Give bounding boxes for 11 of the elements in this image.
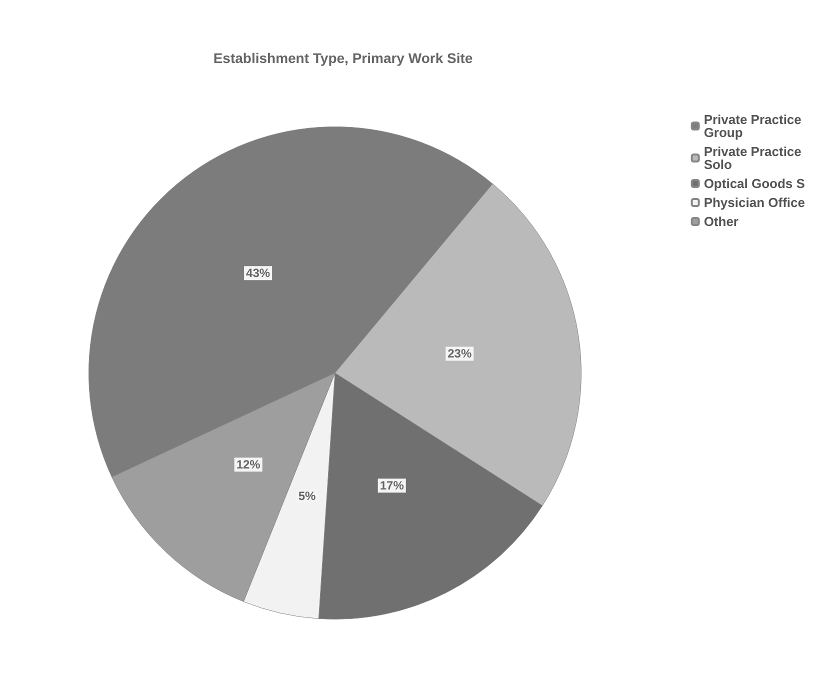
- data-label: 43%: [246, 266, 270, 280]
- legend-label: Optical Goods S: [704, 176, 806, 191]
- data-label: 5%: [298, 488, 316, 503]
- legend-label: Private Practice Group: [704, 112, 806, 140]
- data-label: 17%: [380, 478, 404, 493]
- data-label: 12%: [236, 458, 261, 472]
- legend-label: Physician Office: [704, 195, 805, 210]
- legend-label: Private Practice Solo: [704, 144, 806, 172]
- legend-label: Other: [704, 214, 738, 229]
- chart-title: Establishment Type, Primary Work Site: [213, 50, 473, 66]
- data-label: 23%: [448, 346, 472, 361]
